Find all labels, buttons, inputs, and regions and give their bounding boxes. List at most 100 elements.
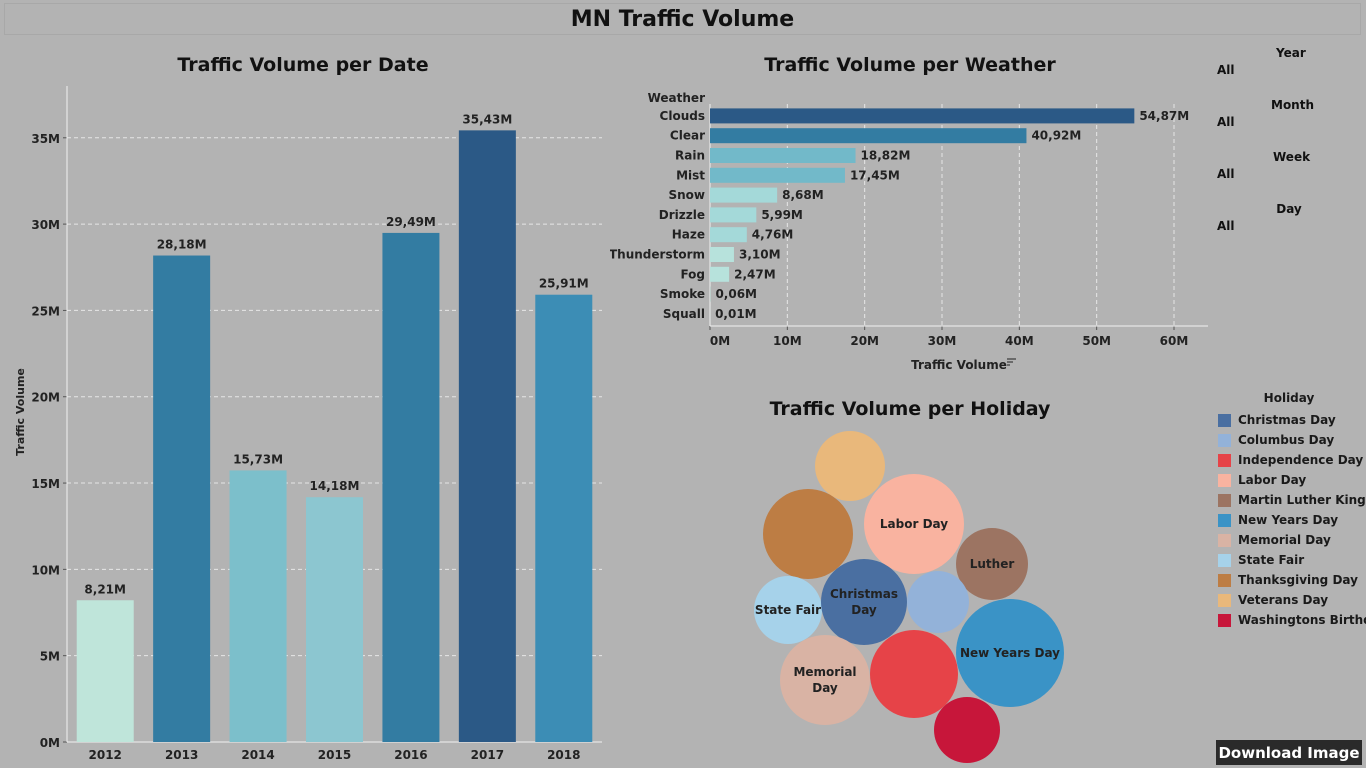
bar-value-label: 25,91M bbox=[539, 277, 589, 291]
bubble-thanksgiving-day[interactable] bbox=[763, 489, 853, 579]
bubble-veterans-day[interactable] bbox=[815, 431, 885, 501]
y-tick-label: 0M bbox=[40, 736, 60, 750]
legend-item[interactable]: Veterans Day bbox=[1218, 590, 1364, 610]
bubble-martin-luther-king-j-[interactable] bbox=[956, 528, 1028, 600]
y-tick-label: 30M bbox=[31, 218, 60, 232]
x-tick-label: 40M bbox=[1005, 334, 1034, 348]
bar-2012[interactable] bbox=[76, 600, 134, 742]
filter-day-label: Day bbox=[1276, 202, 1302, 216]
legend-swatch bbox=[1218, 413, 1231, 427]
bar-rain[interactable] bbox=[710, 148, 856, 163]
filter-week-value[interactable]: All bbox=[1217, 167, 1235, 181]
x-axis-label: Traffic Volume bbox=[911, 358, 1007, 372]
category-label: Mist bbox=[676, 168, 705, 182]
legend-item[interactable]: Independence Day bbox=[1218, 450, 1364, 470]
x-tick-label: 2018 bbox=[547, 748, 580, 762]
legend-item[interactable]: Memorial Day bbox=[1218, 530, 1364, 550]
bar-fog[interactable] bbox=[710, 266, 730, 282]
x-tick-label: 2014 bbox=[241, 748, 274, 762]
legend-label: Christmas Day bbox=[1238, 413, 1336, 427]
legend-item[interactable]: Washingtons Birthd.. bbox=[1218, 610, 1366, 630]
x-tick-label: 30M bbox=[928, 334, 957, 348]
date-chart-title: Traffic Volume per Date bbox=[177, 54, 429, 76]
x-tick-label: 10M bbox=[773, 334, 802, 348]
legend-item[interactable]: Christmas Day bbox=[1218, 410, 1364, 430]
x-tick-label: 2016 bbox=[394, 748, 427, 762]
legend-label: Veterans Day bbox=[1238, 593, 1329, 607]
bar-2016[interactable] bbox=[382, 232, 440, 742]
bar-clear[interactable] bbox=[710, 128, 1027, 144]
legend-label: Labor Day bbox=[1238, 473, 1307, 487]
legend-item[interactable]: New Years Day bbox=[1218, 510, 1364, 530]
bar-value-label: 35,43M bbox=[462, 112, 512, 126]
bar-2015[interactable] bbox=[306, 497, 363, 742]
y-tick-label: 35M bbox=[31, 132, 60, 146]
bar-value-label: 0,06M bbox=[715, 287, 757, 301]
bubble-labor-day[interactable] bbox=[864, 474, 964, 574]
bar-haze[interactable] bbox=[710, 227, 747, 243]
bubble-state-fair[interactable] bbox=[754, 576, 822, 644]
category-label: Clear bbox=[670, 129, 705, 143]
holiday-legend: Holiday Christmas Day Columbus Day Indepen… bbox=[1218, 391, 1366, 630]
filter-year-label: Year bbox=[1276, 46, 1306, 60]
y-tick-label: 10M bbox=[31, 563, 60, 577]
bar-2013[interactable] bbox=[153, 255, 211, 742]
bar-value-label: 28,18M bbox=[157, 238, 207, 252]
category-label: Thunderstorm bbox=[610, 248, 705, 262]
bubble-label: Christmas bbox=[830, 587, 898, 601]
bubble-label: Day bbox=[812, 681, 838, 695]
category-label: Fog bbox=[680, 267, 705, 281]
bar-snow[interactable] bbox=[710, 187, 778, 203]
y-tick-label: 5M bbox=[40, 650, 60, 664]
filter-year-value[interactable]: All bbox=[1217, 63, 1235, 77]
bar-2017[interactable] bbox=[458, 130, 516, 742]
bubble-independence-day[interactable] bbox=[870, 630, 958, 718]
legend-item[interactable]: Thanksgiving Day bbox=[1218, 570, 1364, 590]
bar-value-label: 4,76M bbox=[752, 228, 794, 242]
bubble-washingtons-birthd-[interactable] bbox=[934, 697, 1000, 763]
category-label: Rain bbox=[675, 149, 705, 163]
bar-2018[interactable] bbox=[535, 294, 593, 742]
legend-item[interactable]: Martin Luther King J.. bbox=[1218, 490, 1366, 510]
bar-value-label: 17,45M bbox=[850, 168, 900, 182]
category-label: Haze bbox=[672, 228, 705, 242]
holiday-chart-title: Traffic Volume per Holiday bbox=[769, 398, 1051, 420]
bubble-christmas-day[interactable] bbox=[821, 559, 907, 645]
bar-value-label: 29,49M bbox=[386, 215, 436, 229]
x-tick-label: 2012 bbox=[89, 748, 122, 762]
legend-item[interactable]: Labor Day bbox=[1218, 470, 1364, 490]
bubble-columbus-day[interactable] bbox=[907, 571, 969, 633]
bar-thunderstorm[interactable] bbox=[710, 247, 734, 262]
bar-value-label: 2,47M bbox=[734, 267, 776, 281]
filter-day-value[interactable]: All bbox=[1217, 219, 1235, 233]
legend-item[interactable]: Columbus Day bbox=[1218, 430, 1364, 450]
filter-month-label: Month bbox=[1271, 98, 1315, 112]
bar-mist[interactable] bbox=[710, 167, 845, 183]
sort-icon[interactable] bbox=[1007, 358, 1016, 366]
bar-value-label: 15,73M bbox=[233, 452, 283, 466]
x-tick-label: 60M bbox=[1160, 334, 1189, 348]
bubble-new-years-day[interactable] bbox=[956, 599, 1064, 707]
filter-month-value[interactable]: All bbox=[1217, 115, 1235, 129]
legend-label: State Fair bbox=[1238, 553, 1305, 567]
bubble-label: Day bbox=[851, 603, 877, 617]
legend-swatch bbox=[1218, 433, 1231, 447]
bar-2014[interactable] bbox=[229, 470, 287, 742]
holiday-bubble-chart: Labor Day Luther State Fair Christmas Day New… bbox=[754, 431, 1064, 763]
bubble-memorial-day[interactable] bbox=[780, 635, 870, 725]
y-tick-label: 25M bbox=[31, 304, 60, 318]
category-label: Clouds bbox=[660, 109, 705, 123]
x-tick-label: 2013 bbox=[165, 748, 198, 762]
weather-bar-chart: 0M 10M 20M 30M 40M 50M 60M Weather Traffic Volum… bbox=[610, 91, 1208, 372]
bubble-label: Labor Day bbox=[880, 517, 948, 531]
bar-value-label: 8,21M bbox=[84, 582, 126, 596]
x-tick-label: 50M bbox=[1082, 334, 1111, 348]
bar-drizzle[interactable] bbox=[710, 207, 757, 223]
download-image-button[interactable]: Download Image bbox=[1216, 740, 1362, 765]
legend-swatch bbox=[1218, 453, 1231, 467]
legend-swatch bbox=[1218, 533, 1231, 547]
bar-clouds[interactable] bbox=[710, 108, 1135, 124]
y-axis-label: Traffic Volume bbox=[14, 368, 27, 456]
legend-item[interactable]: State Fair bbox=[1218, 550, 1364, 570]
category-label: Snow bbox=[668, 188, 705, 202]
